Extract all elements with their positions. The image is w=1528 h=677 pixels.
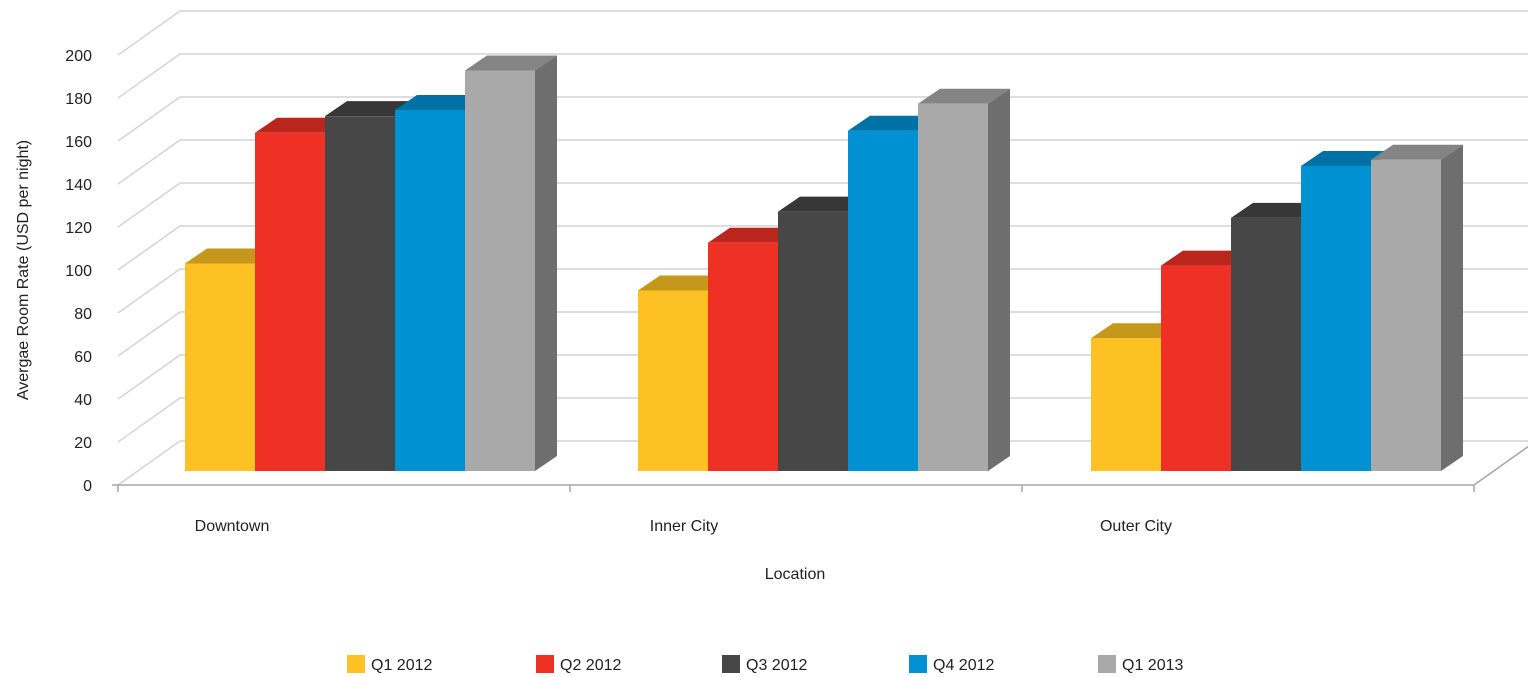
y-tick-label: 20 xyxy=(74,435,92,452)
bars xyxy=(185,56,1463,471)
bar-front xyxy=(325,116,395,471)
bar xyxy=(918,89,1010,471)
y-tick-label: 0 xyxy=(83,478,92,495)
y-tick-labels: 0 20 40 60 80 100 120 140 160 180 200 xyxy=(65,48,92,495)
legend-label: Q2 2012 xyxy=(560,657,621,674)
bar-front xyxy=(848,131,918,471)
legend-swatch xyxy=(536,655,554,673)
legend-label: Q4 2012 xyxy=(933,657,994,674)
legend-swatch xyxy=(1098,655,1116,673)
bar-side xyxy=(988,89,1010,471)
legend-swatch xyxy=(722,655,740,673)
legend-swatch xyxy=(347,655,365,673)
x-category-labels: Downtown Inner City Outer City xyxy=(195,518,1172,535)
x-axis-title: Location xyxy=(765,566,826,583)
x-category-label: Downtown xyxy=(195,518,270,535)
bar-front xyxy=(255,133,325,471)
bar-front xyxy=(778,212,848,471)
legend-item: Q3 2012 xyxy=(722,655,807,674)
bar-front xyxy=(1371,160,1441,471)
bar-front xyxy=(918,104,988,471)
bar-front xyxy=(1161,266,1231,471)
y-tick-label: 200 xyxy=(65,48,92,65)
y-axis-title: Avergae Room Rate (USD per night) xyxy=(15,140,32,400)
bar-front xyxy=(395,110,465,471)
y-tick-label: 160 xyxy=(65,134,92,151)
legend-item: Q1 2013 xyxy=(1098,655,1183,674)
bar-front xyxy=(465,71,535,471)
y-tick-label: 120 xyxy=(65,220,92,237)
legend-swatch xyxy=(909,655,927,673)
legend-label: Q3 2012 xyxy=(746,657,807,674)
bar-front xyxy=(185,264,255,472)
legend-item: Q4 2012 xyxy=(909,655,994,674)
legend-label: Q1 2012 xyxy=(371,657,432,674)
bar-front xyxy=(1301,166,1371,471)
y-tick-label: 140 xyxy=(65,177,92,194)
bar-front xyxy=(708,243,778,471)
legend-item: Q2 2012 xyxy=(536,655,621,674)
y-tick-label: 40 xyxy=(74,392,92,409)
y-tick-label: 60 xyxy=(74,349,92,366)
x-category-label: Inner City xyxy=(650,518,718,535)
legend: Q1 2012 Q2 2012 Q3 2012 Q4 2012 Q1 2013 xyxy=(347,655,1183,674)
legend-item: Q1 2012 xyxy=(347,655,432,674)
legend-label: Q1 2013 xyxy=(1122,657,1183,674)
bar xyxy=(465,56,557,471)
y-tick-label: 100 xyxy=(65,263,92,280)
floor-edge xyxy=(1474,441,1528,485)
bar-side xyxy=(1441,145,1463,471)
bar xyxy=(1371,145,1463,471)
bar-front xyxy=(1091,338,1161,471)
gridline xyxy=(118,11,1528,55)
y-tick-label: 80 xyxy=(74,306,92,323)
x-category-label: Outer City xyxy=(1100,518,1172,535)
bar-side xyxy=(535,56,557,471)
gridline xyxy=(118,54,1528,98)
y-tick-label: 180 xyxy=(65,91,92,108)
bar-front xyxy=(1231,218,1301,471)
bar-front xyxy=(638,290,708,471)
